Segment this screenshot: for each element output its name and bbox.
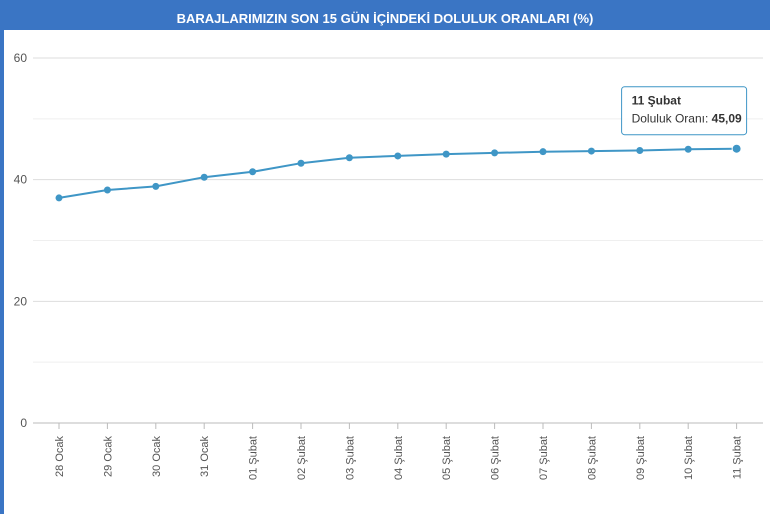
x-tick-label: 09 Şubat bbox=[635, 436, 647, 480]
x-tick-label: 30 Ocak bbox=[151, 436, 163, 477]
tooltip-box bbox=[621, 86, 748, 136]
x-tick-label: 31 Ocak bbox=[199, 436, 211, 477]
x-tick-label: 05 Şubat bbox=[441, 436, 453, 480]
data-point[interactable] bbox=[103, 186, 111, 194]
data-point[interactable] bbox=[55, 194, 63, 202]
chart-title: BARAJLARIMIZIN SON 15 GÜN İÇİNDEKİ DOLUL… bbox=[0, 0, 770, 30]
data-point[interactable] bbox=[152, 182, 160, 190]
data-point[interactable] bbox=[249, 168, 257, 176]
data-points bbox=[55, 143, 742, 202]
x-tick-label: 01 Şubat bbox=[248, 436, 260, 480]
y-tick-label: 60 bbox=[14, 51, 28, 65]
data-point[interactable] bbox=[731, 143, 742, 154]
data-point[interactable] bbox=[394, 152, 402, 160]
x-tick-label: 06 Şubat bbox=[490, 436, 502, 480]
x-tick-label: 08 Şubat bbox=[586, 436, 598, 480]
tooltip-line: Doluluk Oranı: 45,09 bbox=[632, 112, 742, 126]
left-border bbox=[0, 30, 4, 514]
data-point[interactable] bbox=[297, 159, 305, 167]
data-point[interactable] bbox=[636, 146, 644, 154]
tooltip-value: 45,09 bbox=[712, 112, 742, 126]
data-point[interactable] bbox=[345, 154, 353, 162]
data-point[interactable] bbox=[684, 145, 692, 153]
data-point[interactable] bbox=[539, 148, 547, 156]
data-point[interactable] bbox=[442, 150, 450, 158]
data-point[interactable] bbox=[200, 173, 208, 181]
tooltip-label: Doluluk Oranı: bbox=[632, 112, 712, 126]
x-tick-label: 07 Şubat bbox=[538, 436, 550, 480]
tooltip: 11 Şubat Doluluk Oranı: 45,09 bbox=[621, 86, 748, 136]
x-tick-label: 11 Şubat bbox=[732, 436, 744, 479]
x-tick-label: 10 Şubat bbox=[683, 436, 695, 480]
x-tick-label: 02 Şubat bbox=[296, 436, 308, 480]
y-tick-label: 40 bbox=[14, 173, 28, 187]
y-axis-ticks: 0 20 40 60 bbox=[14, 51, 28, 430]
data-point[interactable] bbox=[491, 149, 499, 157]
data-point[interactable] bbox=[587, 147, 595, 155]
x-axis-ticks: 28 Ocak 29 Ocak 30 Ocak 31 Ocak 01 Şubat 02 Ş… bbox=[54, 423, 744, 480]
y-tick-label: 20 bbox=[14, 294, 28, 308]
x-tick-label: 04 Şubat bbox=[393, 436, 405, 480]
x-tick-label: 28 Ocak bbox=[54, 436, 66, 477]
y-tick-label: 0 bbox=[20, 416, 27, 430]
tooltip-title: 11 Şubat bbox=[632, 94, 681, 108]
x-tick-label: 03 Şubat bbox=[344, 436, 356, 480]
x-tick-label: 29 Ocak bbox=[102, 436, 114, 477]
